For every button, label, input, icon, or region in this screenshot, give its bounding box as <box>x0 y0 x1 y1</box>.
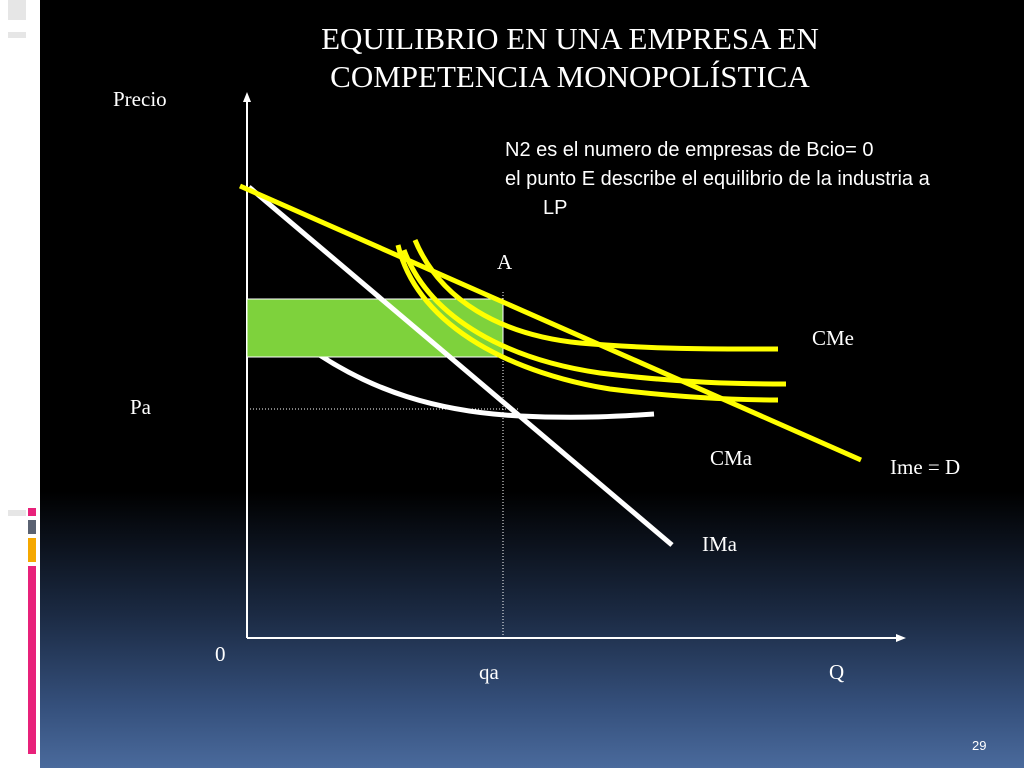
ime-demand-line <box>238 183 863 463</box>
ima-line <box>247 185 674 547</box>
strip-block <box>8 510 26 516</box>
y-axis-label: Precio <box>113 87 167 111</box>
side-strip <box>0 0 40 768</box>
note-line-3: LP <box>543 197 568 219</box>
ima-label: IMa <box>702 532 737 556</box>
note-line-1: N2 es el numero de empresas de Bcio= 0 <box>505 139 874 161</box>
x-axis-arrow <box>896 634 906 642</box>
accent-pink-small <box>28 508 36 516</box>
profit-rectangle <box>246 298 504 358</box>
y-axis-arrow <box>243 92 251 102</box>
note-text: N2 es el numero de empresas de Bcio= 0 e… <box>505 136 1015 223</box>
strip-block <box>8 32 26 38</box>
slide-title: EQUILIBRIO EN UNA EMPRESA EN COMPETENCIA… <box>240 20 900 96</box>
cme-curve <box>412 239 779 352</box>
accent-pink-tall <box>28 566 36 754</box>
note-line-2: el punto E describe el equilibrio de la … <box>505 168 930 190</box>
cme-label: CMe <box>812 326 854 350</box>
point-a-label: A <box>497 250 513 274</box>
pa-label: Pa <box>130 395 151 419</box>
accent-orange <box>28 538 36 562</box>
page-number: 29 <box>972 738 987 753</box>
title-line-1: EQUILIBRIO EN UNA EMPRESA EN <box>321 21 819 56</box>
strip-block <box>8 0 26 20</box>
cma-label: CMa <box>710 446 752 470</box>
qa-label: qa <box>479 660 499 684</box>
cma-curve <box>303 342 655 420</box>
cost-curve-middle <box>401 249 787 387</box>
accent-gray <box>28 520 36 534</box>
title-line-2: COMPETENCIA MONOPOLÍSTICA <box>330 59 810 94</box>
ime-demand-label: Ime = D <box>890 455 961 479</box>
origin-label: 0 <box>215 642 226 666</box>
cost-curve-lower <box>395 244 779 403</box>
x-axis-label: Q <box>829 660 845 684</box>
